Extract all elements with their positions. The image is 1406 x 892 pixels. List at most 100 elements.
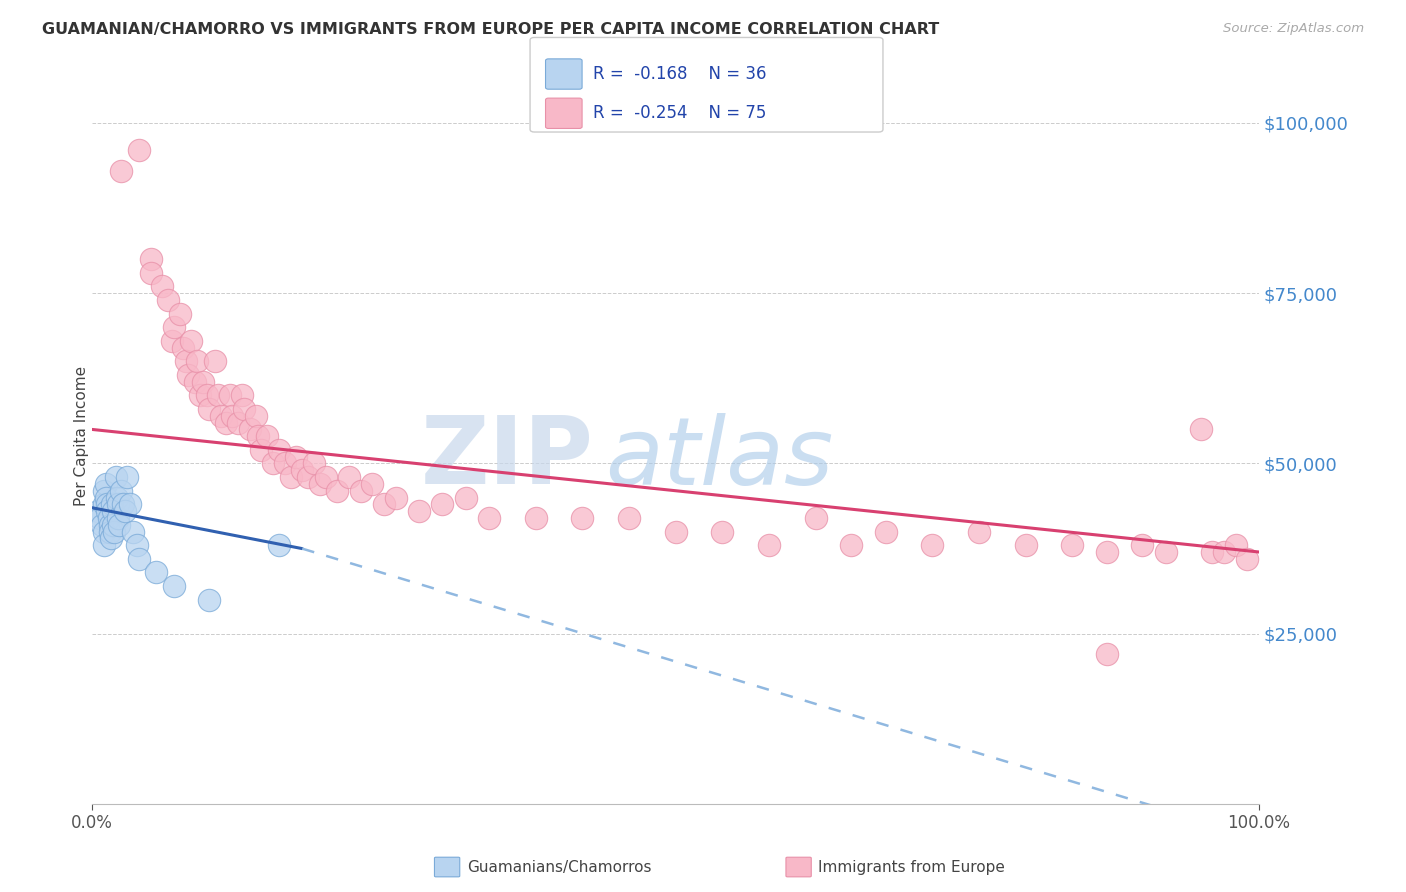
- Point: [285, 450, 308, 464]
- Text: Immigrants from Europe: Immigrants from Europe: [818, 860, 1005, 874]
- Point: [128, 143, 150, 157]
- Text: Source: ZipAtlas.com: Source: ZipAtlas.com: [1223, 22, 1364, 36]
- Point: [232, 402, 254, 417]
- Text: Guamanians/Chamorros: Guamanians/Chamorros: [467, 860, 651, 874]
- Point: [157, 293, 180, 307]
- Point: [107, 497, 129, 511]
- Point: [274, 457, 297, 471]
- Point: [408, 504, 430, 518]
- Point: [89, 511, 111, 525]
- Point: [308, 477, 330, 491]
- Point: [571, 511, 593, 525]
- Point: [118, 497, 141, 511]
- Point: [1132, 538, 1154, 552]
- Text: atlas: atlas: [606, 413, 834, 504]
- Point: [150, 279, 173, 293]
- Point: [875, 524, 897, 539]
- Point: [262, 457, 284, 471]
- Point: [967, 524, 990, 539]
- Point: [160, 334, 183, 348]
- Point: [267, 442, 290, 457]
- Point: [93, 497, 115, 511]
- Point: [1154, 545, 1177, 559]
- Point: [1097, 545, 1119, 559]
- Point: [93, 538, 115, 552]
- Point: [267, 538, 290, 552]
- Point: [1015, 538, 1038, 552]
- Point: [804, 511, 827, 525]
- Point: [337, 470, 360, 484]
- Point: [90, 517, 112, 532]
- Point: [207, 388, 229, 402]
- Point: [101, 504, 124, 518]
- Point: [174, 354, 197, 368]
- Point: [145, 566, 167, 580]
- Point: [297, 470, 319, 484]
- Point: [1236, 551, 1258, 566]
- Point: [1062, 538, 1084, 552]
- Point: [186, 354, 208, 368]
- Point: [180, 334, 202, 348]
- Point: [195, 388, 218, 402]
- Point: [93, 524, 115, 539]
- Point: [315, 470, 337, 484]
- Point: [432, 497, 454, 511]
- Point: [1201, 545, 1223, 559]
- Point: [169, 307, 191, 321]
- Point: [454, 491, 477, 505]
- Point: [839, 538, 862, 552]
- Point: [617, 511, 640, 525]
- Point: [231, 388, 253, 402]
- Point: [204, 354, 226, 368]
- Point: [101, 517, 124, 532]
- Point: [110, 483, 132, 498]
- Point: [524, 511, 547, 525]
- Text: R =  -0.168    N = 36: R = -0.168 N = 36: [593, 65, 766, 83]
- Point: [128, 551, 150, 566]
- Point: [665, 524, 688, 539]
- Point: [104, 470, 127, 484]
- Point: [96, 504, 118, 518]
- Point: [96, 477, 118, 491]
- Point: [115, 470, 138, 484]
- Point: [103, 524, 125, 539]
- Point: [97, 511, 120, 525]
- Text: R =  -0.254    N = 75: R = -0.254 N = 75: [593, 104, 766, 122]
- Point: [96, 497, 118, 511]
- Point: [101, 497, 124, 511]
- Point: [188, 388, 211, 402]
- Point: [96, 491, 118, 505]
- Point: [384, 491, 406, 505]
- Point: [373, 497, 395, 511]
- Point: [280, 470, 302, 484]
- Point: [349, 483, 371, 498]
- Point: [302, 457, 325, 471]
- Point: [291, 463, 314, 477]
- Point: [711, 524, 734, 539]
- Point: [226, 416, 249, 430]
- Point: [111, 497, 134, 511]
- Point: [758, 538, 780, 552]
- Text: ZIP: ZIP: [420, 412, 593, 504]
- Point: [478, 511, 501, 525]
- Point: [1213, 545, 1236, 559]
- Point: [114, 504, 136, 518]
- Point: [361, 477, 384, 491]
- Point: [218, 388, 240, 402]
- Point: [93, 483, 115, 498]
- Point: [125, 538, 148, 552]
- Y-axis label: Per Capita Income: Per Capita Income: [73, 367, 89, 507]
- Point: [100, 532, 122, 546]
- Point: [1189, 422, 1212, 436]
- Point: [221, 409, 243, 423]
- Point: [122, 524, 145, 539]
- Point: [139, 266, 162, 280]
- Point: [163, 579, 186, 593]
- Point: [326, 483, 349, 498]
- Point: [245, 409, 267, 423]
- Point: [209, 409, 232, 423]
- Point: [215, 416, 238, 430]
- Point: [198, 402, 221, 417]
- Point: [256, 429, 278, 443]
- Point: [98, 524, 121, 539]
